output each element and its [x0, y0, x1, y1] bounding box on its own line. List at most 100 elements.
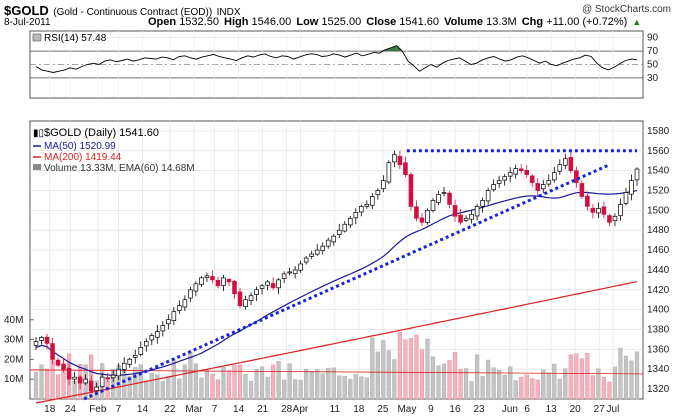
volume-bar — [265, 376, 270, 400]
candle-body — [430, 200, 436, 211]
candle-body — [33, 341, 39, 346]
volume-bar — [519, 376, 524, 400]
candle-body — [270, 283, 276, 289]
candle-body — [155, 331, 160, 338]
rsi-line — [35, 45, 638, 73]
volume-bar — [535, 379, 540, 400]
price-legend-icon: ▮▯ — [33, 128, 44, 139]
ma50-legend-text: MA(50) 1520.99 — [44, 141, 116, 152]
volume-bar — [386, 350, 391, 400]
volume-bar — [480, 376, 485, 400]
x-tick-label: May — [397, 404, 416, 415]
price-tick-label: 1340 — [647, 364, 670, 375]
volume-bar — [364, 377, 369, 400]
open-value: 1532.50 — [179, 16, 219, 28]
chart-header: $GOLD (Gold - Continuous Contract (EOD))… — [0, 0, 679, 30]
price-tick-label: 1400 — [647, 305, 670, 316]
candle-body — [540, 184, 546, 190]
candle-body — [397, 156, 403, 166]
volume-legend-swatch — [33, 164, 41, 170]
volume-bar — [552, 363, 557, 400]
candle-body — [414, 206, 419, 219]
stockcharts-credit: @ StockCharts.com — [581, 4, 671, 15]
open-label: Open — [148, 16, 177, 28]
candle-body — [579, 183, 585, 197]
volume-bar — [563, 368, 568, 400]
candle-body — [166, 319, 171, 325]
volume-tick-label: 20M — [4, 354, 23, 365]
x-tick-label: Mar — [185, 404, 203, 415]
candle-body — [248, 295, 254, 302]
volume-bar — [39, 364, 44, 400]
price-tick-label: 1420 — [647, 285, 670, 296]
candle-body — [563, 158, 568, 166]
volume-bar — [502, 374, 507, 400]
candle-body — [309, 253, 314, 257]
volume-bar — [210, 373, 215, 400]
candle-body — [458, 214, 463, 223]
volume-bar — [254, 369, 259, 400]
x-tick-label: 14 — [137, 404, 149, 415]
candle-body — [298, 263, 303, 271]
volume-bar — [392, 359, 397, 400]
exchange: INDX — [216, 7, 241, 18]
volume-bar — [497, 370, 502, 400]
volume-bar — [348, 378, 353, 400]
volume-bar — [524, 374, 529, 400]
volume-bar — [271, 364, 276, 400]
candle-body — [281, 273, 287, 279]
candle-body — [491, 184, 496, 191]
volume-bar — [408, 338, 414, 400]
candle-body — [524, 169, 530, 175]
price-legend-text: $GOLD (Daily) 1541.60 — [44, 127, 159, 139]
candle-body — [243, 299, 248, 308]
volume-bar — [403, 339, 408, 400]
x-tick-label: 7 — [212, 404, 218, 415]
candle-body — [292, 269, 298, 274]
price-tick-label: 1540 — [647, 166, 670, 177]
chg-up-arrow-icon: ▲ — [632, 17, 642, 27]
volume-bar — [596, 368, 601, 400]
volume-y-ticks: 10M 20M 30M 40M — [4, 315, 34, 385]
low-value: 1525.00 — [321, 16, 362, 28]
volume-bar — [469, 381, 474, 400]
x-tick-label: 11 — [330, 404, 341, 415]
candle-body — [66, 367, 72, 380]
x-tick-label: 21 — [257, 404, 269, 415]
volume-bar — [326, 368, 331, 400]
price-tick-label: 1480 — [647, 225, 670, 236]
rsi-legend: RSI(14) 57.48 — [32, 33, 107, 44]
price-tick-label: 1440 — [647, 265, 670, 276]
candle-body — [425, 210, 430, 223]
candle-body — [149, 335, 155, 341]
volume-tick-label: 10M — [4, 374, 23, 385]
candle-body — [44, 336, 50, 344]
candle-body — [94, 386, 99, 392]
candle-body — [507, 172, 513, 177]
candle-body — [331, 235, 337, 243]
volume-bar — [463, 368, 469, 400]
candle-body — [375, 190, 381, 196]
x-axis-labels: 18 24 Feb 7 14 22 Mar 7 14 21 28 Apr 11 18 25 May 9 16 23 J… — [44, 404, 619, 415]
volume-bar — [44, 368, 50, 400]
x-tick-label: 28 — [281, 404, 293, 415]
volume-bar — [243, 373, 248, 400]
volume-bar — [304, 369, 309, 400]
low-label: Low — [296, 16, 319, 28]
volume-bar — [612, 366, 618, 400]
volume-value: 13.3M — [486, 16, 517, 28]
volume-bar — [546, 372, 551, 400]
candlesticks — [33, 150, 640, 394]
rsi-grid — [30, 31, 643, 98]
x-tick-label: 27 — [594, 404, 606, 415]
volume-bar — [381, 340, 386, 400]
volume-bar — [226, 370, 232, 400]
volume-bar — [557, 378, 562, 400]
x-tick-label: 9 — [428, 404, 434, 415]
volume-bar — [276, 361, 281, 400]
volume-tick-label: 40M — [4, 315, 23, 326]
candle-body — [83, 378, 88, 384]
candle-body — [353, 211, 359, 219]
candle-body — [474, 206, 480, 217]
volume-bar — [33, 371, 39, 400]
